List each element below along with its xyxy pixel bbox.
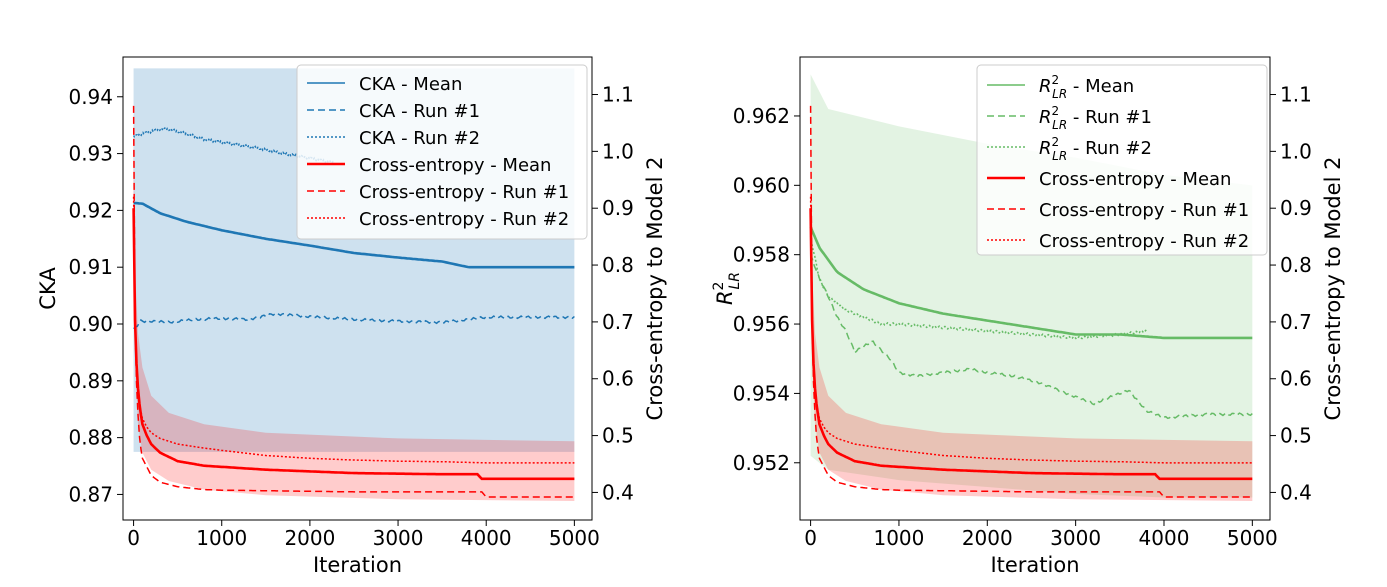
x-tick-label: 2000 xyxy=(284,526,335,550)
y-tick-label-right: 0.6 xyxy=(602,367,634,391)
y-tick-label-right: 0.6 xyxy=(1280,367,1312,391)
x-tick-label: 1000 xyxy=(196,526,247,550)
y-tick-label-left: 0.952 xyxy=(733,451,790,475)
legend-label: Cross-entropy - Run #2 xyxy=(359,209,569,230)
series-right-0 xyxy=(132,208,575,481)
series-left-1 xyxy=(809,253,1253,420)
legend-label: R2 LR - Run #2 xyxy=(1039,135,1152,163)
legend-box xyxy=(976,64,1268,256)
series-right-0 xyxy=(809,208,1253,481)
y-tick-label-left: 0.958 xyxy=(733,243,790,267)
y-tick-label-right: 0.4 xyxy=(602,480,634,504)
series-right-2 xyxy=(809,196,1253,464)
y-tick-label-right: 0.4 xyxy=(1280,480,1312,504)
series-left-0 xyxy=(133,201,575,269)
legend: CKA - Mean CKA - Run #1 CKA - Run #2 Cross-… xyxy=(296,64,588,240)
x-tick-label: 4000 xyxy=(1139,526,1190,550)
x-tick-label: 3000 xyxy=(373,526,424,550)
y-tick-label-right: 1.1 xyxy=(1280,83,1312,107)
y-tick-label-left: 0.87 xyxy=(68,482,113,506)
series-left-2 xyxy=(809,236,1147,341)
legend-label: R2 LR - Run #1 xyxy=(1039,104,1152,132)
y-tick-label-right: 0.8 xyxy=(1280,253,1312,277)
legend: R2 LR - Mean R2 LR - Run #1 R2 LR - Run #2 Cro… xyxy=(976,64,1268,256)
y-axis-label-left: R2LR xyxy=(711,272,743,305)
y-tick-label-left: 0.94 xyxy=(68,85,113,109)
x-tick-label: 5000 xyxy=(1227,526,1278,550)
band-right xyxy=(810,122,1253,501)
y-tick-label-left: 0.956 xyxy=(733,312,790,336)
x-tick-label: 3000 xyxy=(1050,526,1101,550)
y-tick-label-left: 0.90 xyxy=(68,312,113,336)
y-tick-label-left: 0.92 xyxy=(68,198,113,222)
y-tick-label-left: 0.88 xyxy=(68,426,113,450)
panel-r2: 0 1000 2000 3000 4000 5000 0.952 0.954 0.956 0.95… xyxy=(711,56,1345,577)
legend-label: Cross-entropy - Run #1 xyxy=(1039,200,1249,221)
y-tick-label-left: 0.93 xyxy=(68,142,113,166)
x-tick-label: 4000 xyxy=(461,526,512,550)
legend-label: Cross-entropy - Run #2 xyxy=(1039,231,1249,252)
x-tick-label: 2000 xyxy=(962,526,1013,550)
series-left-0 xyxy=(809,226,1253,340)
panel-cka: 0 1000 2000 3000 4000 5000 0.87 0.88 0.89 0.90 0.9… xyxy=(36,56,667,577)
legend-box xyxy=(296,64,588,240)
y-tick-label-left: 0.962 xyxy=(733,104,790,128)
y-tick-label-right: 0.9 xyxy=(602,196,634,220)
y-axis-label-right: Cross-entropy to Model 2 xyxy=(1321,157,1345,421)
y-axis-label-left: CKA xyxy=(36,267,60,310)
x-tick-label: 0 xyxy=(127,526,140,550)
legend-label: CKA - Mean xyxy=(359,74,462,95)
series-left-1 xyxy=(133,311,575,330)
y-tick-label-right: 1.0 xyxy=(602,139,634,163)
y-tick-label-right: 0.9 xyxy=(1280,196,1312,220)
y-tick-label-left: 0.91 xyxy=(68,255,113,279)
y-tick-label-right: 0.5 xyxy=(602,424,634,448)
x-axis-label: Iteration xyxy=(990,553,1079,577)
y-tick-label-right: 1.0 xyxy=(1280,139,1312,163)
legend-label: Cross-entropy - Mean xyxy=(359,155,551,176)
legend-label: Cross-entropy - Run #1 xyxy=(359,182,569,203)
y-axis-label-right: Cross-entropy to Model 2 xyxy=(643,157,667,421)
legend-label: Cross-entropy - Mean xyxy=(1039,169,1231,190)
x-tick-label: 5000 xyxy=(549,526,600,550)
axes-frame xyxy=(122,56,593,521)
y-tick-label-right: 0.7 xyxy=(602,310,634,334)
y-tick-label-right: 0.8 xyxy=(602,253,634,277)
series-right-1 xyxy=(809,105,1253,498)
y-tick-label-right: 1.1 xyxy=(602,83,634,107)
axes-frame xyxy=(799,56,1271,521)
series-right-2 xyxy=(132,196,575,464)
series-right-1 xyxy=(132,105,575,498)
x-tick-label: 0 xyxy=(804,526,817,550)
y-tick-label-left: 0.89 xyxy=(68,369,113,393)
x-axis-label: Iteration xyxy=(313,553,402,577)
x-tick-label: 1000 xyxy=(873,526,924,550)
legend-label: CKA - Run #1 xyxy=(359,101,480,122)
legend-label: CKA - Run #2 xyxy=(359,128,480,149)
y-tick-label-right: 0.5 xyxy=(1280,424,1312,448)
y-tick-label-left: 0.960 xyxy=(733,173,790,197)
y-tick-label-left: 0.954 xyxy=(733,381,790,405)
legend-label: R2 LR - Mean xyxy=(1039,73,1134,101)
y-tick-label-right: 0.7 xyxy=(1280,310,1312,334)
